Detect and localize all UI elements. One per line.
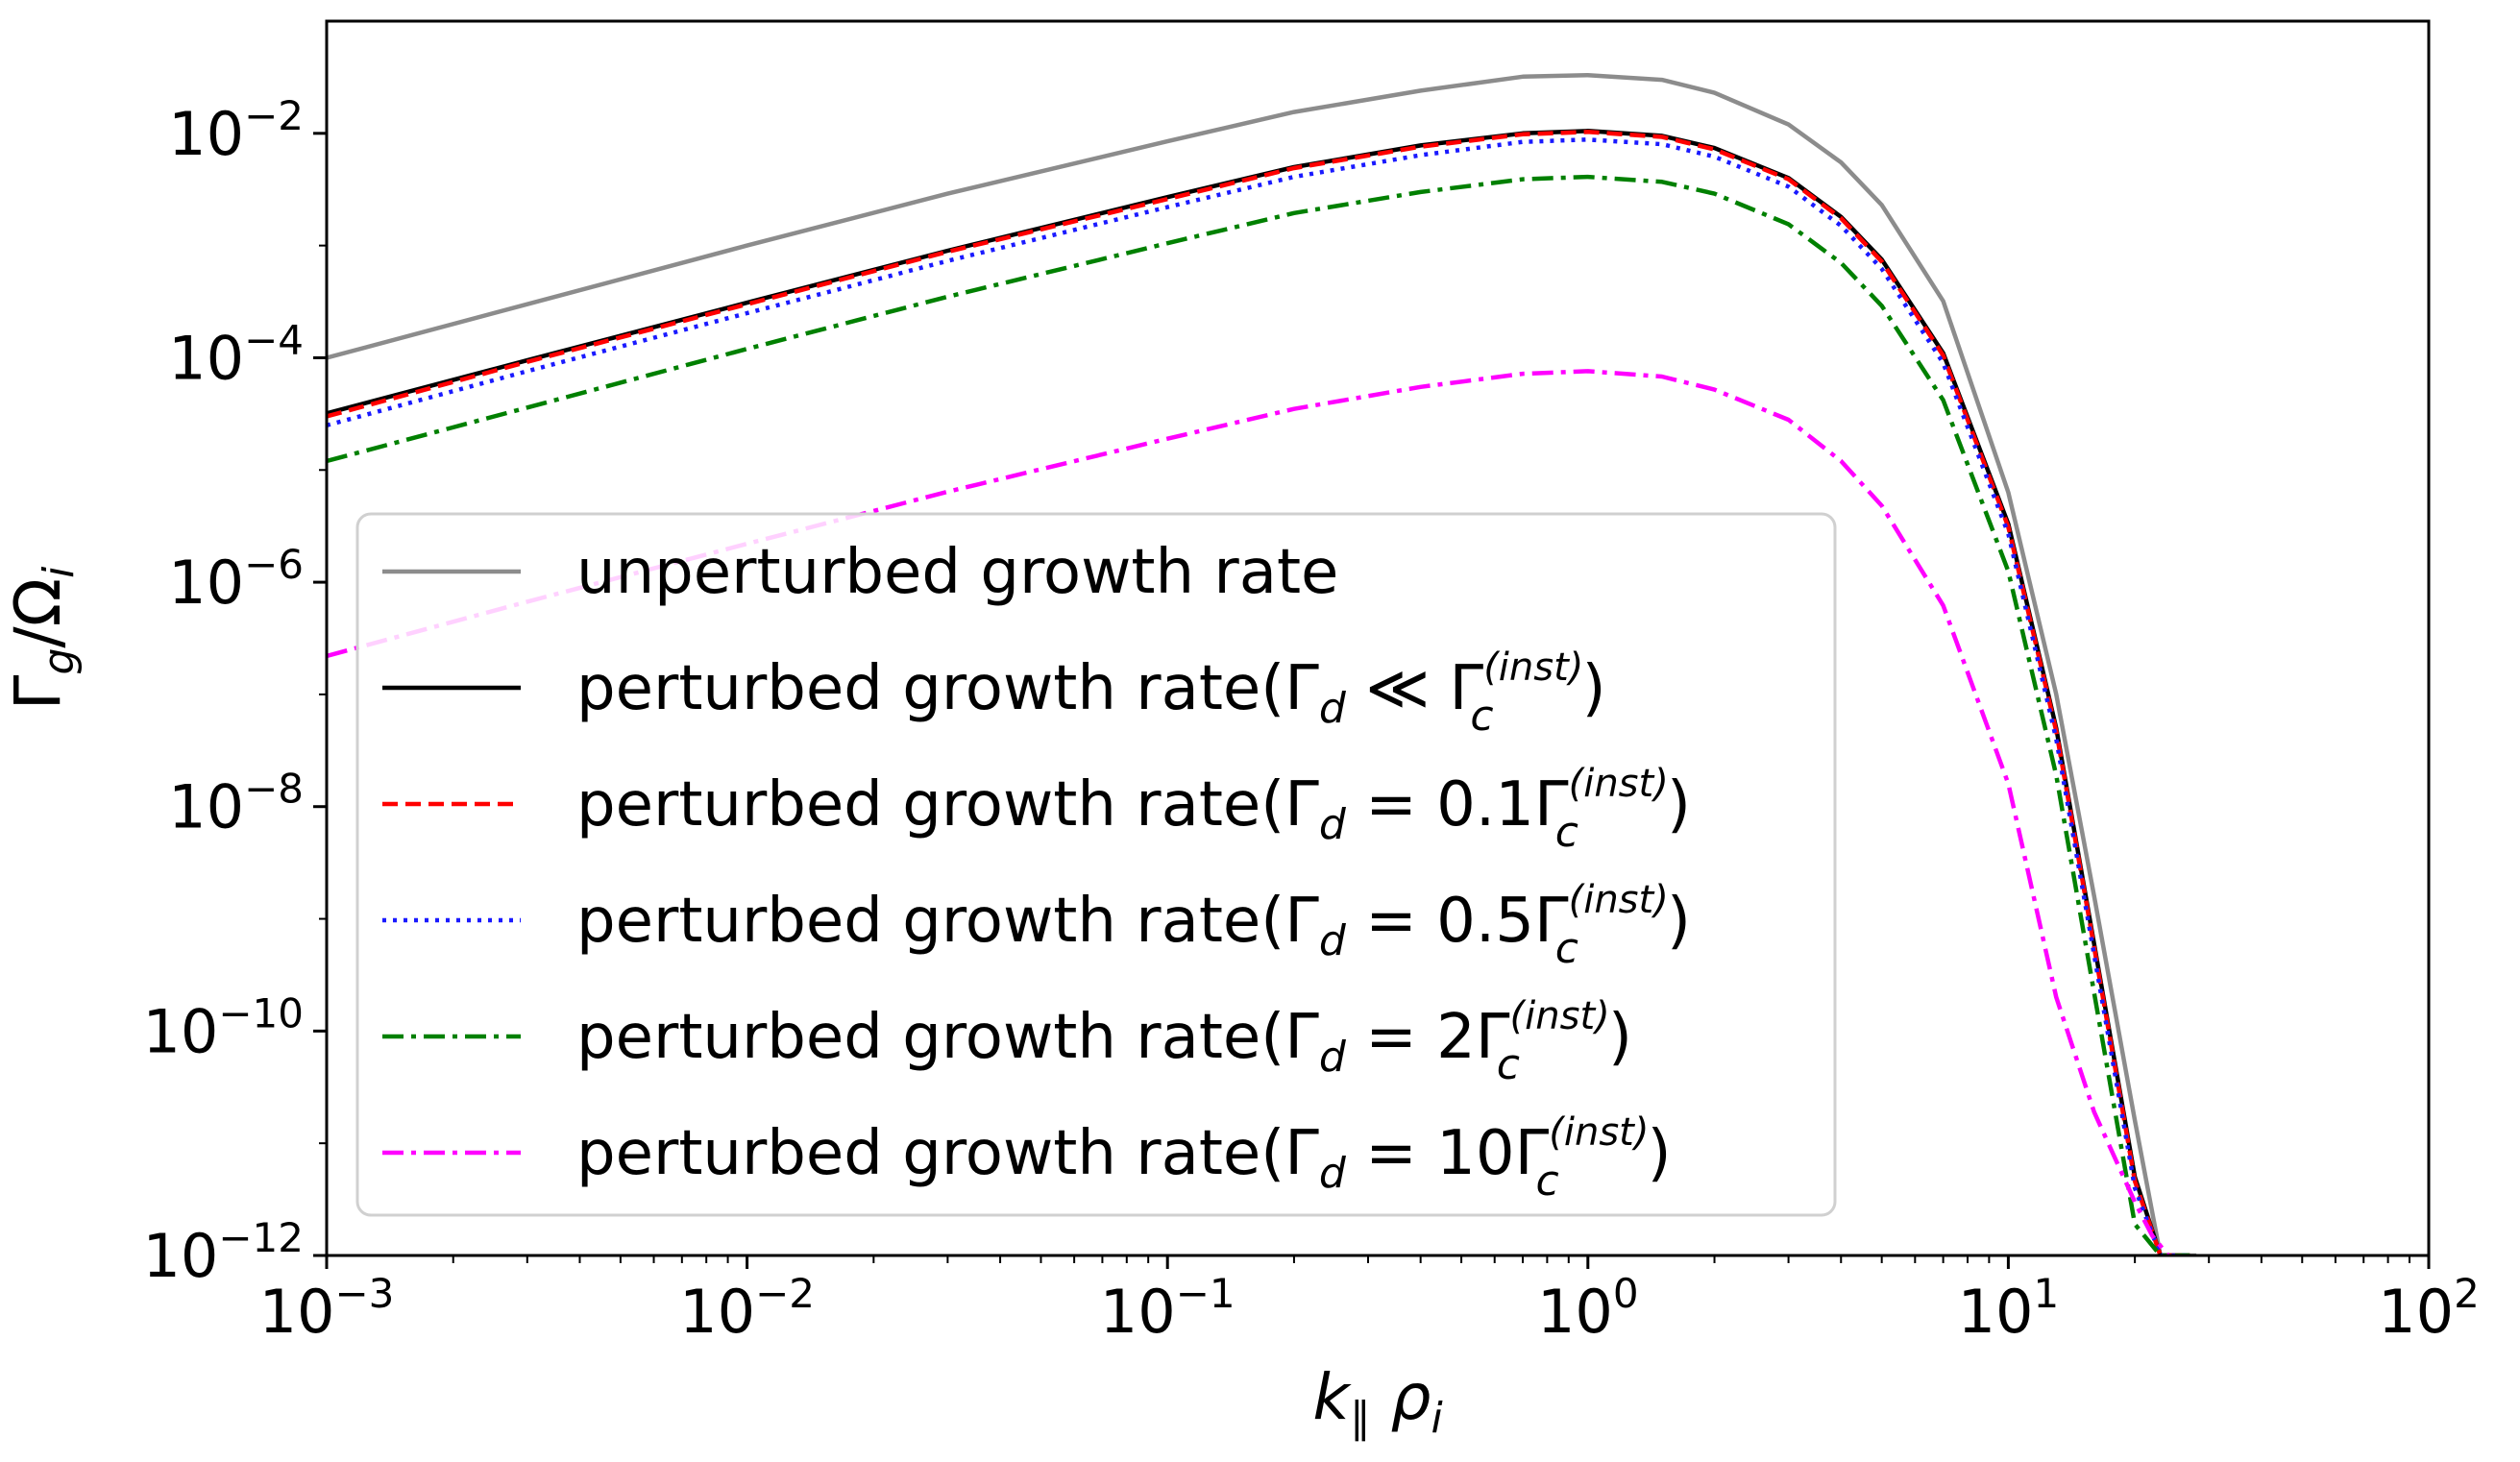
x-tick-label: 101 bbox=[1958, 1270, 2060, 1347]
series-line-0 bbox=[327, 72, 2197, 1255]
x-axis-label: k∥ ρi bbox=[1312, 1360, 1443, 1443]
x-tick-label: 10−2 bbox=[679, 1270, 815, 1347]
plot-frame bbox=[325, 19, 2431, 1257]
legend-label-0: unperturbed growth rate bbox=[576, 537, 1338, 608]
y-tick-label: 10−10 bbox=[142, 989, 304, 1066]
legend-label-2: perturbed growth rate(Γd = 0.1Γ(inst) c) bbox=[576, 762, 1691, 857]
series-layer bbox=[327, 72, 2197, 1255]
x-tick-label: 102 bbox=[2378, 1270, 2480, 1347]
x-tick-label: 100 bbox=[1537, 1270, 1639, 1347]
legend-label-3: perturbed growth rate(Γd = 0.5Γ(inst) c) bbox=[576, 878, 1691, 973]
y-axis-label: Γg/Ωi bbox=[1, 566, 84, 710]
y-tick-label: 10−4 bbox=[168, 316, 304, 393]
legend: unperturbed growth rate perturbed growth … bbox=[355, 512, 1837, 1217]
y-tick-label: 10−2 bbox=[168, 92, 304, 169]
y-tick-label: 10−12 bbox=[142, 1214, 304, 1291]
x-tick-label: 10−3 bbox=[259, 1270, 395, 1347]
legend-box bbox=[355, 512, 1837, 1217]
axis-ticks: 10−3 10−2 10−1 100 101 102 10−12 10−10 10−8 10−6 1… bbox=[142, 92, 2479, 1347]
y-tick-label: 10−6 bbox=[168, 541, 304, 618]
axis-labels: k∥ ρi Γg/Ωi bbox=[1, 566, 1443, 1443]
legend-label-4: perturbed growth rate(Γd = 2Γ(inst) c) bbox=[576, 994, 1632, 1089]
x-tick-label: 10−1 bbox=[1100, 1270, 1236, 1347]
series-line-5 bbox=[327, 369, 2170, 1255]
legend-label-1: perturbed growth rate(Γd ≪ Γ(inst) c) bbox=[576, 646, 1606, 741]
legend-label-5: perturbed growth rate(Γd = 10Γ(inst) c) bbox=[576, 1110, 1672, 1206]
y-tick-label: 10−8 bbox=[168, 766, 304, 842]
series-line-4 bbox=[327, 174, 2190, 1255]
